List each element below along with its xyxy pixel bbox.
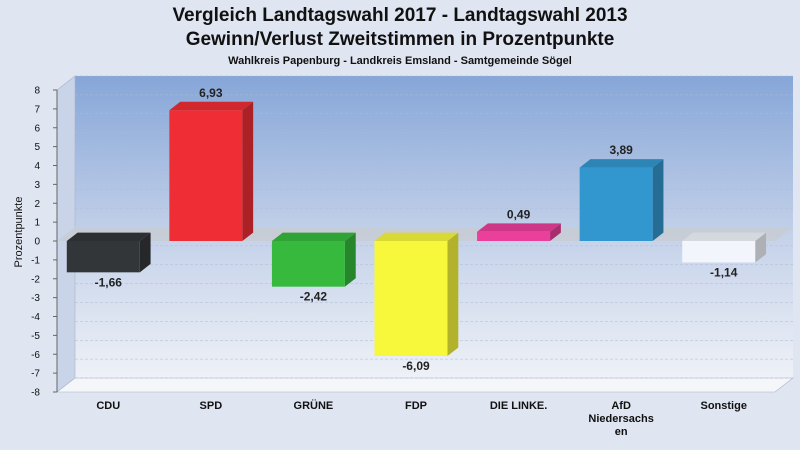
y-tick-label: 0 xyxy=(34,237,40,248)
y-tick-label: 8 xyxy=(34,86,40,97)
category-label: AfD xyxy=(611,400,631,412)
value-label: -1,14 xyxy=(710,266,738,280)
value-label: -2,42 xyxy=(300,290,328,304)
chart-subtitle: Wahlkreis Papenburg - Landkreis Emsland … xyxy=(228,55,572,67)
category-label: SPD xyxy=(200,400,223,412)
value-label: -1,66 xyxy=(95,275,123,289)
bar-GRÜNE xyxy=(271,232,356,287)
y-axis-ticks: 8 7 6 5 4 3 2 1 0 -1 -2 -3 -4 -5 -6 -7 -8 xyxy=(31,86,57,399)
chart-title-line2: Gewinn/Verlust Zweitstimmen in Prozentpu… xyxy=(185,29,615,50)
y-tick-label: -3 xyxy=(31,293,40,304)
category-label: Sonstige xyxy=(700,400,746,412)
y-tick-label: 2 xyxy=(34,199,40,210)
bar-front xyxy=(682,241,756,263)
value-label: 6,93 xyxy=(199,86,223,100)
y-tick-label: -6 xyxy=(31,350,40,361)
value-label: 3,89 xyxy=(609,143,633,157)
bar-front xyxy=(477,231,551,241)
category-label: en xyxy=(615,426,628,438)
x-axis-labels: CDU SPD GRÜNE FDP DIE LINKE. AfDNiedersachsen… xyxy=(96,399,747,438)
bar-front xyxy=(374,241,448,356)
bar-front xyxy=(271,241,345,287)
bar-side xyxy=(652,159,664,241)
bar-side xyxy=(447,232,459,356)
bar-top xyxy=(374,232,459,241)
bar-front xyxy=(579,167,653,241)
bar-front xyxy=(169,110,243,241)
y-tick-label: -2 xyxy=(31,274,40,285)
bars xyxy=(66,101,767,356)
bar-top xyxy=(271,232,356,241)
y-tick-label: -7 xyxy=(31,369,40,380)
category-label: CDU xyxy=(96,400,120,412)
category-label: Niedersachs xyxy=(588,413,653,425)
y-tick-label: -4 xyxy=(31,312,40,323)
y-tick-label: -8 xyxy=(31,388,40,399)
y-tick-label: 4 xyxy=(34,161,40,172)
y-tick-label: 7 xyxy=(34,104,40,115)
bar-Sonstige xyxy=(682,232,767,263)
bar-top xyxy=(579,159,664,168)
value-labels: -1,66 6,93 -2,42 -6,09 0,49 3,89 -1,14 xyxy=(95,86,738,373)
chart-title: Vergleich Landtagswahl 2017 - Landtagswa… xyxy=(172,5,628,26)
bar-side xyxy=(755,232,767,263)
bar-front xyxy=(66,241,140,273)
bar-side xyxy=(139,232,151,273)
bar-side xyxy=(550,223,561,241)
value-label: 0,49 xyxy=(507,207,531,221)
bar-top xyxy=(477,223,561,232)
y-axis-label: Prozentpunkte xyxy=(13,197,25,268)
bar-DIE LINKE. xyxy=(477,223,561,241)
value-label: -6,09 xyxy=(402,359,430,373)
bar-SPD xyxy=(169,101,254,241)
bar-AfD Niedersachsen xyxy=(579,159,664,241)
category-label: GRÜNE xyxy=(294,399,334,412)
y-tick-label: 6 xyxy=(34,123,40,134)
y-tick-label: 1 xyxy=(34,218,40,229)
bar-side xyxy=(344,232,356,287)
y-tick-label: 3 xyxy=(34,180,40,191)
y-tick-label: -1 xyxy=(31,255,40,266)
bar-top xyxy=(66,232,151,241)
chart-titles: Vergleich Landtagswahl 2017 - Landtagswa… xyxy=(0,0,800,67)
bar-CDU xyxy=(66,232,151,273)
y-tick-label: -5 xyxy=(31,331,40,342)
category-label: FDP xyxy=(405,400,427,412)
bar-top xyxy=(169,101,254,111)
bar-side xyxy=(242,101,254,241)
bar-FDP xyxy=(374,232,459,356)
category-label: DIE LINKE. xyxy=(490,400,547,412)
bar-top xyxy=(682,232,767,241)
y-tick-label: 5 xyxy=(34,142,40,153)
plot-floor xyxy=(56,377,794,393)
